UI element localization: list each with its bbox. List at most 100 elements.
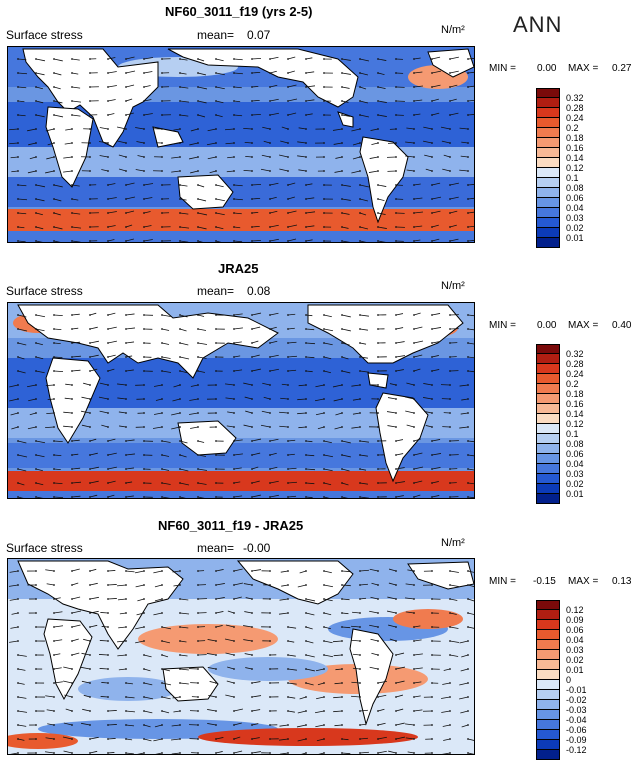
wind-arrow-head xyxy=(377,212,379,214)
wind-arrow-head xyxy=(179,212,181,214)
wind-arrow xyxy=(154,598,163,602)
wind-arrow-head xyxy=(89,170,91,172)
wind-arrow xyxy=(305,482,315,485)
wind-arrow-head xyxy=(413,328,415,330)
wind-arrow xyxy=(449,84,458,88)
wind-arrow xyxy=(171,724,181,727)
wind-arrow-head xyxy=(395,654,397,656)
wind-arrow xyxy=(53,454,62,456)
wind-arrow xyxy=(71,184,80,187)
wind-arrow-head xyxy=(215,398,217,400)
wind-arrow-head xyxy=(341,356,343,358)
wind-arrow xyxy=(251,71,261,74)
wind-arrow-head xyxy=(125,668,127,670)
wind-arrow-head xyxy=(431,454,433,456)
wind-arrow-head xyxy=(395,482,397,484)
wind-arrow xyxy=(81,680,91,684)
wind-arrow-head xyxy=(305,598,307,600)
wind-arrow-head xyxy=(233,86,235,88)
wind-arrow-head xyxy=(215,738,217,740)
wind-arrow-head xyxy=(359,612,361,614)
wind-arrow xyxy=(467,356,474,359)
wind-arrow xyxy=(431,439,441,442)
wind-arrow-head xyxy=(233,626,235,628)
wind-arrow-head xyxy=(143,468,145,470)
wind-arrow-head xyxy=(35,482,37,484)
wind-arrow xyxy=(413,312,421,316)
wind-arrow-head xyxy=(53,454,55,456)
wind-arrow-head xyxy=(197,468,199,470)
colorbar-tick-label: 0.01 xyxy=(566,233,584,243)
wind-arrow xyxy=(53,597,61,600)
wind-arrow-head xyxy=(413,612,415,614)
wind-arrow-head xyxy=(107,482,109,484)
wind-arrow xyxy=(143,738,152,742)
wind-arrow xyxy=(251,681,261,684)
wind-arrow xyxy=(431,70,442,74)
wind-arrow-head xyxy=(143,412,145,414)
wind-arrow-head xyxy=(107,384,109,386)
wind-arrow xyxy=(377,226,387,229)
wind-arrow xyxy=(53,468,61,470)
wind-arrow-head xyxy=(251,58,253,60)
wind-arrow-head xyxy=(179,370,181,372)
wind-arrow-head xyxy=(323,100,325,102)
wind-arrow xyxy=(387,397,397,400)
wind-arrow xyxy=(280,140,289,144)
wind-arrow-head xyxy=(125,170,127,172)
wind-arrow-head xyxy=(449,198,451,200)
colorbar-swatch xyxy=(536,600,560,610)
wind-arrow-head xyxy=(17,412,19,414)
wind-arrow-head xyxy=(377,598,379,600)
wind-arrow-head xyxy=(341,440,343,442)
wind-arrow xyxy=(161,314,171,317)
wind-arrow xyxy=(161,468,170,471)
wind-arrow-head xyxy=(215,142,217,144)
wind-arrow-head xyxy=(71,314,73,316)
wind-arrow xyxy=(117,598,127,601)
wind-arrow xyxy=(323,482,332,486)
wind-arrow xyxy=(395,736,406,740)
wind-arrow-head xyxy=(215,314,217,316)
wind-arrow xyxy=(45,737,55,740)
wind-arrow xyxy=(461,654,469,658)
wind-arrow-head xyxy=(359,668,361,670)
wind-arrow-head xyxy=(269,226,271,228)
wind-arrow xyxy=(251,709,261,712)
wind-arrow xyxy=(171,426,181,430)
wind-arrow xyxy=(17,356,25,360)
wind-arrow xyxy=(71,568,80,572)
wind-arrow-head xyxy=(287,328,289,330)
wind-arrow xyxy=(143,71,153,74)
wind-arrow-head xyxy=(161,640,163,642)
wind-arrow-head xyxy=(35,696,37,698)
wind-arrow xyxy=(370,638,379,642)
wind-arrow xyxy=(269,494,279,498)
wind-arrow-head xyxy=(17,170,19,172)
wind-arrow-head xyxy=(17,72,19,74)
wind-arrow-head xyxy=(71,752,73,754)
wind-arrow-head xyxy=(143,696,145,698)
wind-arrow-head xyxy=(269,738,271,740)
wind-arrow xyxy=(341,226,349,229)
colorbar-swatch xyxy=(536,730,560,740)
wind-arrow xyxy=(287,182,296,186)
wind-arrow xyxy=(136,141,145,144)
wind-arrow xyxy=(449,70,459,74)
wind-arrow xyxy=(71,495,81,498)
wind-arrow xyxy=(413,466,424,470)
wind-arrow xyxy=(251,312,262,316)
wind-arrow xyxy=(431,341,441,344)
wind-arrow-head xyxy=(395,328,397,330)
wind-arrow-head xyxy=(107,156,109,158)
wind-arrow-head xyxy=(35,72,37,74)
wind-arrow xyxy=(423,383,433,386)
wind-arrow xyxy=(389,638,397,642)
wind-arrow xyxy=(281,383,289,386)
wind-arrow xyxy=(197,100,207,104)
wind-arrow-head xyxy=(467,682,469,684)
wind-arrow xyxy=(359,569,369,572)
wind-arrow-head xyxy=(233,496,235,498)
wind-arrow xyxy=(251,225,260,228)
wind-arrow xyxy=(305,314,313,317)
